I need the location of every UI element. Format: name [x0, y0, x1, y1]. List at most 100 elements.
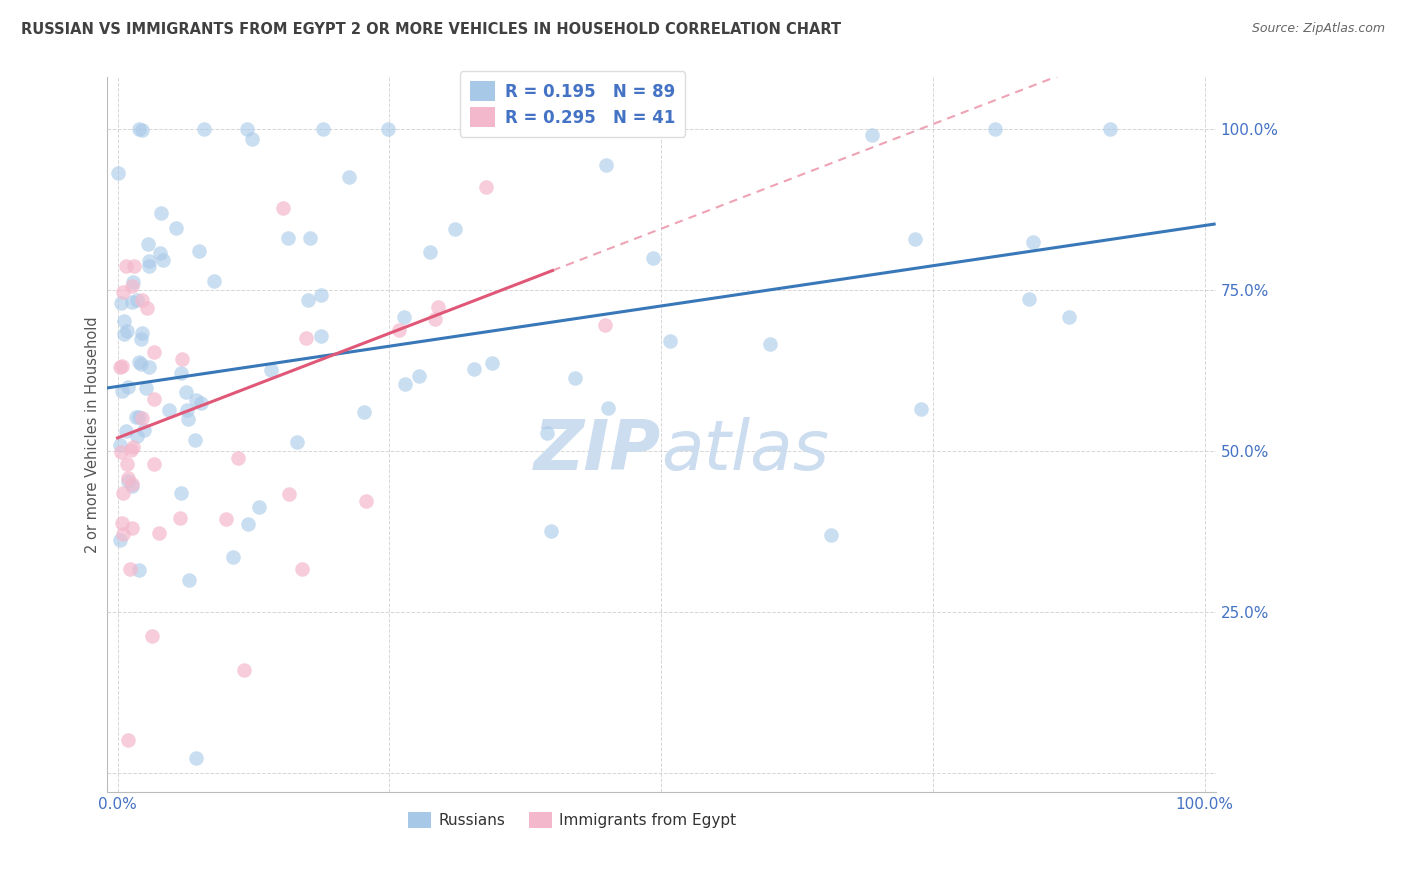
Point — [138, 260, 160, 274]
Point — [295, 331, 318, 345]
Point — [226, 451, 249, 466]
Legend: Russians, Immigrants from Egypt: Russians, Immigrants from Egypt — [402, 806, 742, 834]
Point — [463, 362, 485, 376]
Point — [149, 246, 172, 260]
Point — [115, 457, 138, 471]
Point — [108, 437, 131, 451]
Point — [121, 477, 143, 491]
Point — [388, 322, 411, 336]
Point — [131, 293, 153, 308]
Point — [150, 206, 173, 220]
Point — [152, 252, 174, 267]
Point — [125, 293, 148, 307]
Point — [290, 562, 312, 576]
Point — [1098, 122, 1121, 136]
Point — [170, 366, 193, 380]
Point — [112, 314, 135, 328]
Point — [121, 279, 143, 293]
Point — [247, 500, 270, 515]
Point — [419, 244, 441, 259]
Point — [377, 122, 399, 136]
Point — [141, 629, 163, 643]
Point — [299, 230, 322, 244]
Point — [177, 573, 200, 587]
Point — [128, 409, 150, 424]
Point — [110, 296, 132, 310]
Point — [142, 344, 165, 359]
Point — [128, 563, 150, 577]
Point — [136, 237, 159, 252]
Point — [143, 458, 166, 472]
Point — [117, 474, 139, 488]
Point — [107, 165, 129, 179]
Point — [115, 259, 138, 273]
Text: RUSSIAN VS IMMIGRANTS FROM EGYPT 2 OR MORE VEHICLES IN HOUSEHOLD CORRELATION CHA: RUSSIAN VS IMMIGRANTS FROM EGYPT 2 OR MO… — [21, 22, 841, 37]
Point — [536, 425, 558, 440]
Point — [131, 326, 153, 340]
Point — [394, 377, 416, 392]
Point — [1018, 293, 1040, 307]
Point — [193, 122, 215, 136]
Point — [564, 370, 586, 384]
Point — [394, 310, 416, 324]
Point — [131, 123, 153, 137]
Point — [121, 275, 143, 289]
Point — [408, 368, 430, 383]
Point — [172, 351, 194, 366]
Text: ZIP: ZIP — [534, 417, 661, 484]
Point — [117, 471, 139, 485]
Point — [277, 231, 299, 245]
Point — [233, 663, 256, 677]
Point — [297, 293, 319, 308]
Point — [423, 312, 446, 326]
Point — [311, 328, 333, 343]
Point — [285, 435, 308, 450]
Point — [111, 384, 134, 399]
Point — [443, 222, 465, 236]
Point — [118, 561, 141, 575]
Point — [240, 132, 263, 146]
Point — [121, 478, 143, 492]
Point — [121, 294, 143, 309]
Point — [138, 360, 160, 375]
Point — [135, 381, 157, 395]
Point — [110, 359, 132, 374]
Point — [129, 332, 152, 346]
Point — [426, 300, 449, 314]
Point — [120, 443, 142, 458]
Point — [1057, 310, 1080, 324]
Point — [177, 411, 200, 425]
Text: Source: ZipAtlas.com: Source: ZipAtlas.com — [1251, 22, 1385, 36]
Point — [159, 403, 181, 417]
Point — [112, 326, 135, 341]
Point — [356, 493, 378, 508]
Point — [125, 410, 148, 425]
Y-axis label: 2 or more Vehicles in Household: 2 or more Vehicles in Household — [86, 317, 100, 553]
Point — [184, 433, 207, 447]
Point — [271, 201, 294, 215]
Text: atlas: atlas — [661, 417, 830, 484]
Point — [309, 288, 332, 302]
Point — [596, 401, 619, 416]
Point — [820, 528, 842, 542]
Point — [903, 232, 925, 246]
Point — [215, 512, 238, 526]
Point — [131, 411, 153, 425]
Point — [117, 324, 139, 338]
Point — [170, 485, 193, 500]
Point — [643, 251, 665, 265]
Point — [186, 751, 208, 765]
Point — [121, 521, 143, 535]
Point — [108, 533, 131, 547]
Point — [312, 122, 335, 136]
Point — [136, 301, 159, 315]
Point — [125, 428, 148, 442]
Point — [353, 405, 375, 419]
Point — [278, 487, 301, 501]
Point — [110, 445, 132, 459]
Point — [111, 285, 134, 300]
Point — [124, 259, 146, 273]
Point — [1022, 235, 1045, 250]
Point — [132, 423, 155, 437]
Point — [190, 395, 212, 409]
